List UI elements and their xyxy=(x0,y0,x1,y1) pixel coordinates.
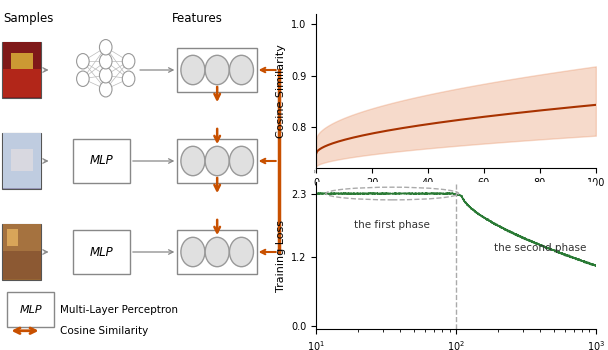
Circle shape xyxy=(229,55,254,85)
Circle shape xyxy=(122,54,135,69)
FancyBboxPatch shape xyxy=(73,230,130,274)
Circle shape xyxy=(122,71,135,86)
FancyBboxPatch shape xyxy=(2,42,41,98)
FancyBboxPatch shape xyxy=(177,48,257,92)
Circle shape xyxy=(77,71,89,86)
Text: MLP: MLP xyxy=(89,245,113,259)
Circle shape xyxy=(100,82,112,97)
FancyBboxPatch shape xyxy=(2,133,41,189)
Text: MLP: MLP xyxy=(19,305,42,315)
Circle shape xyxy=(100,68,112,83)
Circle shape xyxy=(229,146,254,176)
FancyBboxPatch shape xyxy=(177,230,257,274)
Circle shape xyxy=(205,237,229,267)
Y-axis label: Training Loss: Training Loss xyxy=(275,219,286,292)
Text: the first phase: the first phase xyxy=(354,220,430,230)
Circle shape xyxy=(181,55,205,85)
Text: Samples: Samples xyxy=(3,12,54,25)
Text: MLP: MLP xyxy=(89,154,113,168)
Y-axis label: Cosine Similarity: Cosine Similarity xyxy=(275,44,286,138)
Text: the second phase: the second phase xyxy=(494,243,586,253)
FancyBboxPatch shape xyxy=(73,139,130,183)
Circle shape xyxy=(205,55,229,85)
Circle shape xyxy=(181,146,205,176)
Circle shape xyxy=(100,54,112,69)
FancyBboxPatch shape xyxy=(177,139,257,183)
Text: Features: Features xyxy=(171,12,223,25)
Circle shape xyxy=(205,146,229,176)
Circle shape xyxy=(181,237,205,267)
Text: Cosine Similarity: Cosine Similarity xyxy=(60,326,148,336)
X-axis label: Epoch: Epoch xyxy=(439,193,473,203)
FancyBboxPatch shape xyxy=(2,224,41,280)
Circle shape xyxy=(100,40,112,55)
Circle shape xyxy=(77,54,89,69)
Circle shape xyxy=(229,237,254,267)
Text: Multi-Layer Perceptron: Multi-Layer Perceptron xyxy=(60,305,178,315)
FancyBboxPatch shape xyxy=(7,292,54,327)
